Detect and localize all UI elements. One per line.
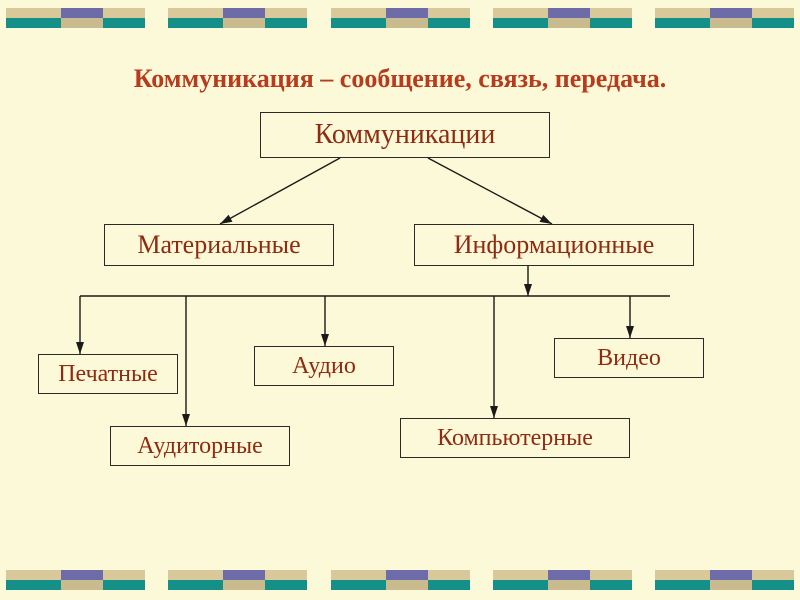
node-root: Коммуникации: [260, 112, 550, 158]
node-aud: Аудиторные: [110, 426, 290, 466]
node-audio: Аудио: [254, 346, 394, 386]
node-video: Видео: [554, 338, 704, 378]
node-print: Печатные: [38, 354, 178, 394]
decor-strip: [0, 8, 800, 28]
node-mat: Материальные: [104, 224, 334, 266]
node-comp: Компьютерные: [400, 418, 630, 458]
page-title: Коммуникация – сообщение, связь, передач…: [0, 64, 800, 94]
decor-strip: [0, 570, 800, 590]
node-info: Информационные: [414, 224, 694, 266]
